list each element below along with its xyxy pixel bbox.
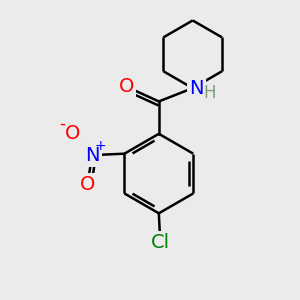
Text: Cl: Cl — [151, 233, 170, 252]
Text: -: - — [59, 115, 64, 133]
Text: H: H — [203, 85, 216, 103]
Text: O: O — [80, 175, 95, 194]
Text: N: N — [189, 79, 203, 98]
Text: N: N — [85, 146, 99, 165]
Text: +: + — [94, 139, 106, 153]
Text: O: O — [65, 124, 81, 142]
Text: O: O — [119, 77, 134, 96]
